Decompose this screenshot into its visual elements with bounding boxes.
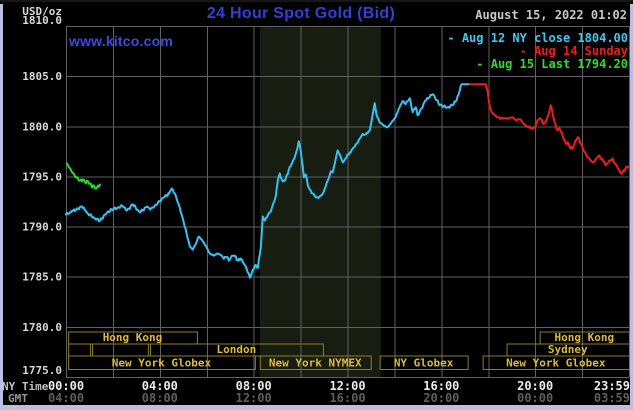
gmt-tick-label: 08:00 <box>142 391 178 405</box>
gmt-axis-label: GMT <box>8 392 28 405</box>
ny-tick-label: 23:59 <box>594 379 630 393</box>
session-box <box>482 355 630 370</box>
session-label: London <box>217 343 257 356</box>
session-label: Sydney <box>548 343 588 356</box>
page-title: 24 Hour Spot Gold (Bid) <box>206 5 396 22</box>
ny-tick-label: 12:00 <box>329 379 365 393</box>
gmt-tick-label: 20:00 <box>423 391 459 405</box>
series-line-aug14 <box>468 83 630 175</box>
frame-border-bottom <box>0 405 633 410</box>
ny-tick-label: 04:00 <box>142 379 178 393</box>
gmt-tick-label: 12:00 <box>236 391 272 405</box>
frame-border-left <box>0 4 3 410</box>
y-tick-label: 1795.0 <box>22 170 62 183</box>
legend: - Aug 12 NY close 1804.00- Aug 14 Sunday… <box>447 31 628 71</box>
gmt-tick-label: 00:00 <box>517 391 553 405</box>
frame-border-right <box>630 4 633 410</box>
y-tick-label: 1810.0 <box>22 14 62 27</box>
series-line-aug15 <box>65 162 101 190</box>
y-tick-label: 1785.0 <box>22 271 62 284</box>
session-label: New York Globex <box>506 357 606 370</box>
legend-entry: - Aug 15 Last 1794.20 <box>476 57 628 71</box>
gmt-tick-label: 16:00 <box>329 391 365 405</box>
session-box <box>379 355 469 370</box>
session-label: NY Globex <box>394 357 454 370</box>
y-tick-label: 1790.0 <box>22 221 62 234</box>
session-box <box>259 355 372 370</box>
x-axis-ny-labels: NY Time 00:00 04:00 08:00 12:00 16:00 20:00 23:… <box>2 379 630 393</box>
gmt-tick-label: 03:59 <box>594 391 630 405</box>
gmt-tick-label: 04:00 <box>48 391 84 405</box>
ny-time-axis-label: NY Time <box>2 380 49 393</box>
session-box <box>68 355 256 370</box>
y-tick-label: 1780.0 <box>22 321 62 334</box>
x-axis-gmt-labels: GMT 04:00 08:00 12:00 16:00 20:00 00:00 03:59 <box>8 391 630 405</box>
datetime-label: August 15, 2022 01:02 <box>475 8 627 22</box>
session-box <box>68 343 91 357</box>
legend-entry: - Aug 14 Sunday <box>520 44 628 58</box>
y-tick-label: 1805.0 <box>22 70 62 83</box>
gridlines <box>66 26 630 378</box>
y-tick-label: 1800.0 <box>22 120 62 133</box>
nymex-session-highlight-band <box>259 27 381 377</box>
session-label: New York Globex <box>112 357 212 370</box>
legend-entry: - Aug 12 NY close 1804.00 <box>447 31 628 45</box>
series-line-aug12 <box>65 83 471 279</box>
frame-border-top <box>0 0 633 2</box>
ny-tick-label: 00:00 <box>48 379 84 393</box>
session-label: Hong Kong <box>555 331 615 344</box>
session-box <box>92 343 149 357</box>
session-label: Hong Kong <box>103 331 163 344</box>
y-axis-unit-label: USD/oz <box>22 5 62 18</box>
ny-tick-label: 08:00 <box>236 379 272 393</box>
y-tick-label: 1775.0 <box>22 364 62 377</box>
ny-tick-label: 16:00 <box>423 379 459 393</box>
kitco-link[interactable]: www.kitco.com <box>69 33 173 49</box>
session-label: New York NYMEX <box>269 357 362 370</box>
ny-tick-label: 20:00 <box>517 379 553 393</box>
